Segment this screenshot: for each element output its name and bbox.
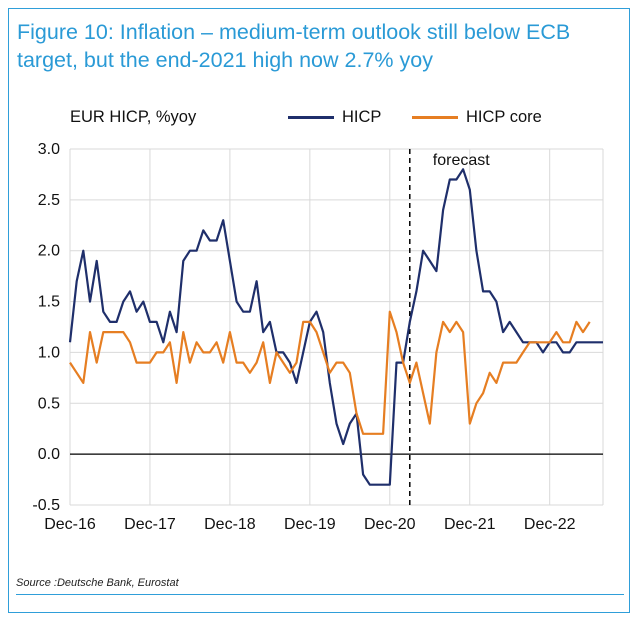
x-tick-label: Dec-16 [44, 516, 96, 533]
legend-swatch-hicp [288, 116, 334, 119]
legend-item-hicp-core: HICP core [412, 108, 542, 127]
source-divider [16, 594, 624, 595]
y-tick-label: 2.0 [38, 243, 60, 260]
title-line-2: target, but the end-2021 high now 2.7% y… [17, 48, 433, 72]
x-tick-label: Dec-18 [204, 516, 256, 533]
legend-label-hicp: HICP [342, 108, 382, 126]
y-tick-label: 1.5 [38, 294, 60, 311]
y-tick-label: 0.5 [38, 395, 60, 412]
x-tick-label: Dec-21 [444, 516, 496, 533]
y-tick-label: -0.5 [32, 497, 60, 514]
title-line-1: Figure 10: Inflation – medium-term outlo… [17, 20, 571, 44]
series-line-hicp-core [69, 310, 591, 435]
figure-title: Figure 10: Inflation – medium-term outlo… [17, 18, 623, 74]
source-note: Source :Deutsche Bank, Eurostat [16, 577, 179, 589]
forecast-annotation: forecast [433, 152, 490, 169]
figure-frame [8, 8, 630, 613]
y-axis-label: EUR HICP, %yoy [70, 108, 197, 126]
y-tick-label: 0.0 [38, 446, 60, 463]
y-tick-label: 1.0 [38, 344, 60, 361]
y-tick-label: 2.5 [38, 192, 60, 209]
legend-item-hicp: HICP [288, 108, 381, 127]
x-tick-label: Dec-20 [364, 516, 416, 533]
legend-label-hicp-core: HICP core [466, 108, 542, 126]
y-tick-label: 3.0 [38, 141, 60, 158]
x-tick-label: Dec-22 [524, 516, 576, 533]
x-tick-label: Dec-17 [124, 516, 176, 533]
x-tick-label: Dec-19 [284, 516, 336, 533]
legend-swatch-hicp-core [412, 116, 458, 119]
series-line-hicp [68, 168, 603, 486]
